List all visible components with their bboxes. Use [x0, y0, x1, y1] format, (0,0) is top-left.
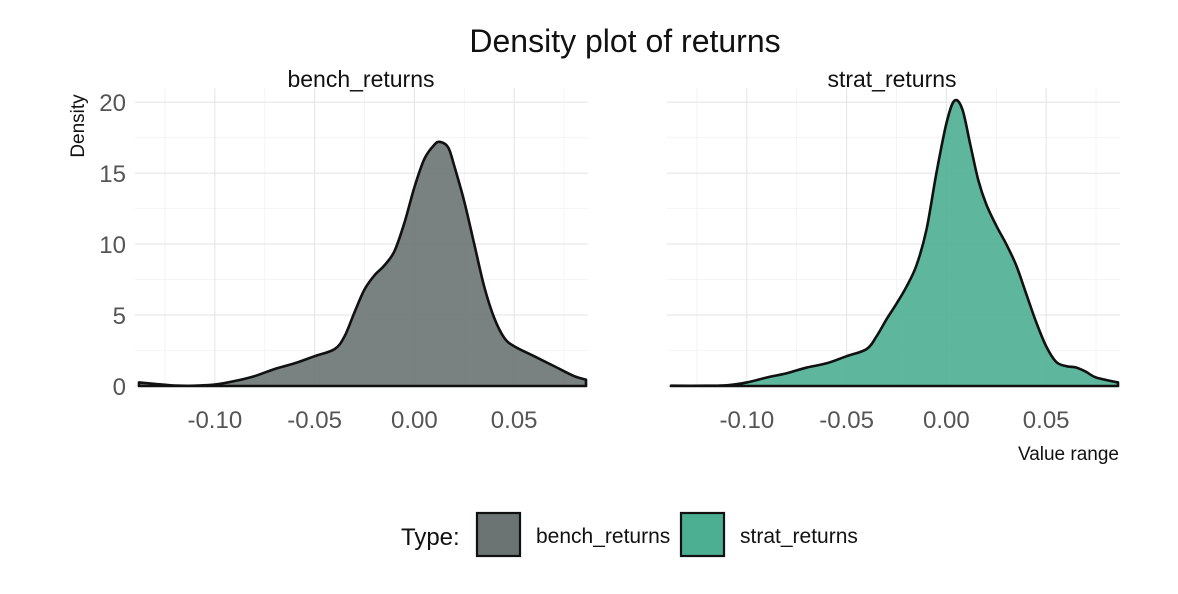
legend-key-strat — [679, 511, 726, 558]
y-tick-label: 5 — [113, 303, 126, 330]
y-tick-label: 0 — [113, 374, 126, 401]
panel-bench_returns: -0.10 -0.05 0.00 0.05 0 5 10 15 20 — [99, 88, 588, 434]
density-area-strat_returns — [670, 100, 1119, 386]
facet-label-strat: strat_returns — [827, 66, 956, 92]
density-outline-bench_returns — [137, 140, 588, 388]
panel-strat_returns: -0.10 -0.05 0.00 0.05 — [667, 88, 1120, 434]
facet-label-bench: bench_returns — [287, 66, 434, 92]
x-tick-label: 0.00 — [391, 407, 438, 434]
y-tick-label: 20 — [99, 90, 126, 117]
x-tick-label: 0.00 — [923, 407, 970, 434]
legend: Type: bench_returns strat_returns — [401, 511, 858, 558]
x-tick-label: -0.10 — [719, 407, 774, 434]
x-tick-label: 0.05 — [1023, 407, 1070, 434]
x-tick-label: -0.05 — [287, 407, 342, 434]
legend-label-strat: strat_returns — [740, 525, 858, 548]
legend-title: Type: — [401, 524, 460, 551]
density-outline-strat_returns — [669, 98, 1120, 388]
y-tick-label: 10 — [99, 232, 126, 259]
density-area-bench_returns — [138, 141, 587, 386]
chart-title: Density plot of returns — [469, 23, 780, 59]
y-tick-label: 15 — [99, 161, 126, 188]
legend-key-bench — [475, 511, 522, 558]
x-tick-label: -0.10 — [187, 407, 242, 434]
x-tick-label: -0.05 — [819, 407, 874, 434]
x-axis-label: Value range — [1018, 444, 1119, 465]
y-axis-label: Density — [68, 94, 89, 158]
x-tick-label: 0.05 — [491, 407, 538, 434]
legend-label-bench: bench_returns — [536, 525, 670, 548]
